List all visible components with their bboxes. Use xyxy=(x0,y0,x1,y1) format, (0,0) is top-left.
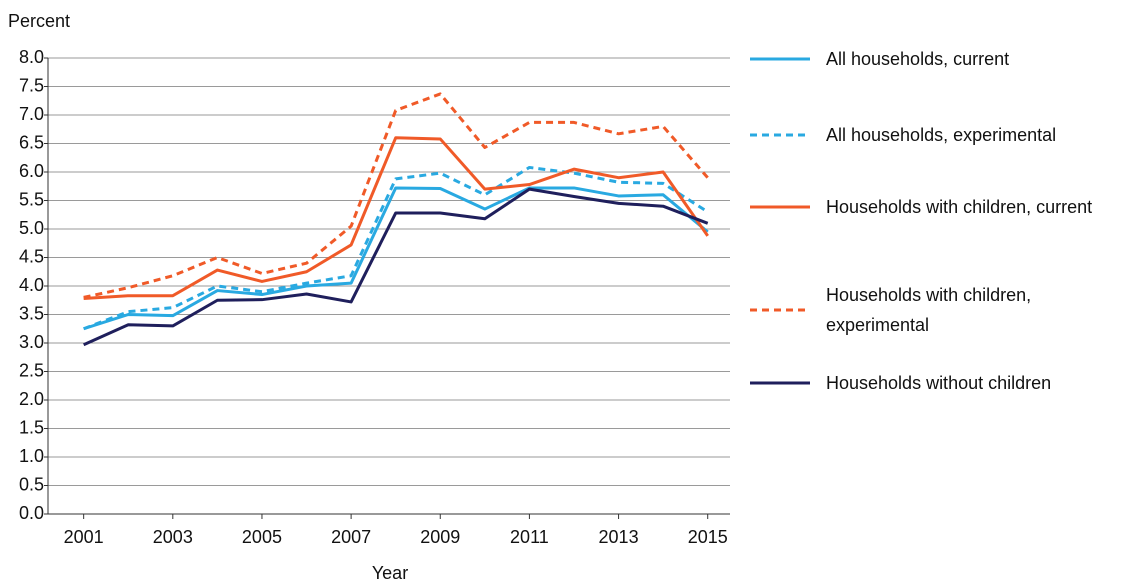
y-tick-label: 3.5 xyxy=(19,303,44,323)
series-line xyxy=(83,165,709,331)
x-tick-label: 2015 xyxy=(688,527,728,547)
x-tick-label: 2007 xyxy=(331,527,371,547)
series-line xyxy=(83,92,709,299)
x-tick-label: 2013 xyxy=(599,527,639,547)
y-tick-label: 3.0 xyxy=(19,332,44,352)
legend-item: Households with children, experimental xyxy=(750,280,1126,340)
legend-item: Households with children, current xyxy=(750,192,1126,222)
legend-swatch xyxy=(750,205,810,209)
legend-label: Households without children xyxy=(826,373,1052,393)
legend-item: Households without children xyxy=(750,368,1126,398)
series-line xyxy=(83,136,709,301)
x-tick-label: 2003 xyxy=(153,527,193,547)
y-tick-label: 6.5 xyxy=(19,132,44,152)
x-axis-label: Year xyxy=(372,563,408,583)
y-tick-label: 7.0 xyxy=(19,104,44,124)
y-tick-label: 2.5 xyxy=(19,360,44,380)
legend-item: All households, experimental xyxy=(750,120,1126,150)
legend-item: All households, current xyxy=(750,44,1126,74)
y-tick-label: 7.5 xyxy=(19,75,44,95)
y-axis-label: Percent xyxy=(8,11,70,31)
y-tick-label: 1.5 xyxy=(19,417,44,437)
legend-swatch xyxy=(750,57,810,61)
series-line xyxy=(83,187,709,347)
y-tick-label: 1.0 xyxy=(19,446,44,466)
y-tick-label: 0.5 xyxy=(19,474,44,494)
x-tick-label: 2011 xyxy=(510,527,549,547)
legend-swatch xyxy=(750,133,810,137)
x-tick-label: 2001 xyxy=(64,527,104,547)
y-tick-label: 4.5 xyxy=(19,246,44,266)
y-tick-label: 8.0 xyxy=(19,47,44,67)
legend-swatch xyxy=(750,308,810,312)
legend-label: All households, current xyxy=(826,49,1010,69)
x-tick-label: 2005 xyxy=(242,527,282,547)
y-tick-label: 4.0 xyxy=(19,275,44,295)
y-tick-label: 5.5 xyxy=(19,189,44,209)
x-tick-label: 2009 xyxy=(420,527,460,547)
y-tick-label: 6.0 xyxy=(19,161,44,181)
legend-label: Households with children, experimental xyxy=(826,285,1032,335)
legend-label: Households with children, current xyxy=(826,197,1093,217)
legend-label: All households, experimental xyxy=(826,125,1057,145)
y-tick-label: 5.0 xyxy=(19,218,44,238)
y-tick-label: 0.0 xyxy=(19,503,44,523)
y-tick-label: 2.0 xyxy=(19,389,44,409)
series-line xyxy=(83,186,709,331)
legend-swatch xyxy=(750,381,810,385)
